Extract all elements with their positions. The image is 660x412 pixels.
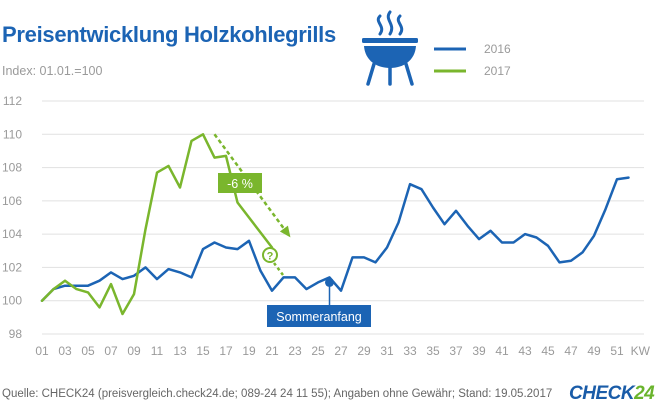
chart-title: Preisentwicklung Holzkohlegrills [2,22,336,47]
change-label: -6 % [227,177,253,191]
logo-text: CHECK [569,383,635,404]
y-tick-label-98: 98 [9,327,23,341]
y-tick-label-100: 100 [2,294,22,308]
x-tick-label-03: 03 [58,344,72,358]
grid [42,100,644,335]
x-tick-label-41: 41 [495,344,509,358]
x-tick-label-29: 29 [357,344,371,358]
x-tick-label-45: 45 [541,344,555,358]
series-line-2017 [40,133,274,316]
y-tick-label-108: 108 [2,161,22,175]
x-tick-label-35: 35 [426,344,440,358]
series-lines [40,133,630,316]
event-label-box [267,305,371,327]
y-axis: 98 100 102 104 106 108 110 112 [2,94,22,341]
legend: 2016 2017 [434,42,511,78]
x-tick-label-09: 09 [127,344,141,358]
logo-number: 24 [634,383,655,404]
x-tick-label-31: 31 [380,344,394,358]
x-tick-label-01: 01 [35,344,49,358]
y-tick-label-106: 106 [2,194,22,208]
question-dash [273,262,284,276]
series-line-2016 [40,176,630,302]
question-mark: ? [267,251,274,263]
x-tick-label-27: 27 [334,344,348,358]
legend-label-2016: 2016 [484,42,511,56]
question-mark-circle [262,247,278,263]
x-tick-label-25: 25 [311,344,325,358]
x-tick-label-21: 21 [265,344,279,358]
x-tick-label-49: 49 [587,344,601,358]
x-tick-label-43: 43 [518,344,532,358]
x-tick-label-17: 17 [219,344,233,358]
x-tick-label-39: 39 [472,344,486,358]
x-tick-label-19: 19 [242,344,256,358]
x-tick-label-33: 33 [403,344,417,358]
x-tick-label-13: 13 [173,344,187,358]
event-label: Sommeranfang [276,310,362,324]
change-label-box [218,173,262,193]
source-note: Quelle: CHECK24 (preisvergleich.check24.… [2,388,553,400]
x-tick-label-51: 51 [610,344,624,358]
chart-subtitle: Index: 01.01.=100 [2,64,103,78]
x-tick-label-23: 23 [288,344,302,358]
check24-logo: CHECK24 [569,383,655,405]
x-tick-label-11: 11 [151,344,164,358]
forecast-arrowhead [279,225,291,238]
y-tick-label-110: 110 [3,127,22,141]
x-tick-label-15: 15 [196,344,210,358]
x-tick-label-07: 07 [104,344,118,358]
y-tick-label-102: 102 [2,260,22,274]
x-axis: 01 03 05 07 09 11 13 15 17 19 21 23 25 27 29 31 33 35 37 39… [35,344,624,358]
legend-label-2017: 2017 [484,64,511,78]
x-axis-unit-label: KW [631,344,651,358]
event-marker [325,277,334,287]
x-tick-label-05: 05 [81,344,95,358]
x-tick-label-37: 37 [449,344,463,358]
annotations: -6 %? Sommeranfang [213,133,371,327]
y-tick-label-104: 104 [2,227,22,241]
grill-icon [362,10,418,86]
x-tick-label-47: 47 [564,344,578,358]
y-tick-label-112: 112 [3,94,22,108]
